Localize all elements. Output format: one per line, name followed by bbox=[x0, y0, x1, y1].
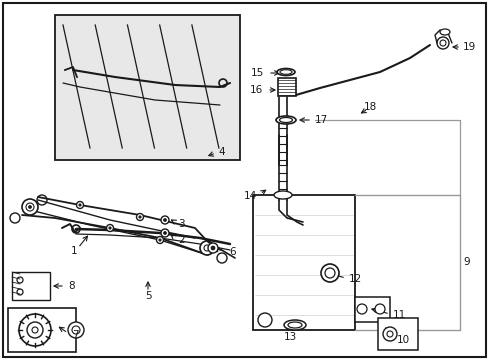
Text: 2: 2 bbox=[178, 235, 184, 245]
Circle shape bbox=[76, 202, 83, 208]
Bar bbox=[278, 78, 295, 96]
Text: 19: 19 bbox=[462, 42, 475, 52]
Circle shape bbox=[28, 206, 31, 208]
Circle shape bbox=[356, 304, 366, 314]
Circle shape bbox=[139, 216, 141, 218]
Ellipse shape bbox=[276, 68, 294, 76]
Circle shape bbox=[200, 241, 214, 255]
Text: 9: 9 bbox=[462, 257, 468, 267]
Bar bbox=[55, 15, 240, 160]
Bar bbox=[377, 318, 417, 350]
Text: 6: 6 bbox=[228, 247, 235, 257]
Ellipse shape bbox=[275, 116, 295, 124]
Circle shape bbox=[68, 322, 84, 338]
Circle shape bbox=[436, 37, 448, 49]
Circle shape bbox=[22, 199, 38, 215]
Text: 13: 13 bbox=[283, 332, 296, 342]
Circle shape bbox=[156, 237, 163, 243]
Circle shape bbox=[161, 229, 169, 237]
Text: 10: 10 bbox=[396, 335, 409, 345]
Circle shape bbox=[159, 239, 161, 241]
Circle shape bbox=[19, 314, 51, 346]
Circle shape bbox=[163, 231, 166, 234]
Text: 3: 3 bbox=[178, 219, 184, 229]
Circle shape bbox=[79, 204, 81, 206]
Text: 1: 1 bbox=[71, 246, 77, 256]
Ellipse shape bbox=[273, 191, 291, 199]
Text: 8: 8 bbox=[68, 281, 75, 291]
Bar bbox=[12, 272, 50, 300]
Text: 15: 15 bbox=[250, 68, 264, 78]
Circle shape bbox=[382, 327, 396, 341]
Text: 12: 12 bbox=[348, 274, 362, 284]
Bar bbox=[8, 308, 76, 352]
Circle shape bbox=[217, 253, 226, 263]
Text: 18: 18 bbox=[363, 102, 376, 112]
Circle shape bbox=[258, 313, 271, 327]
Ellipse shape bbox=[439, 29, 449, 35]
Text: 17: 17 bbox=[314, 115, 327, 125]
Circle shape bbox=[210, 246, 215, 250]
Circle shape bbox=[136, 213, 143, 220]
Circle shape bbox=[108, 227, 111, 229]
Circle shape bbox=[163, 219, 166, 221]
Text: 4: 4 bbox=[218, 147, 224, 157]
Bar bbox=[354, 297, 389, 322]
Circle shape bbox=[106, 225, 113, 231]
Ellipse shape bbox=[284, 320, 305, 330]
Circle shape bbox=[207, 243, 218, 253]
Circle shape bbox=[320, 264, 338, 282]
Circle shape bbox=[161, 216, 169, 224]
Bar bbox=[252, 195, 354, 330]
Text: 16: 16 bbox=[249, 85, 263, 95]
Text: 5: 5 bbox=[144, 291, 151, 301]
Text: 7: 7 bbox=[72, 330, 79, 340]
Circle shape bbox=[374, 304, 384, 314]
Text: 14: 14 bbox=[243, 191, 257, 201]
Text: 11: 11 bbox=[392, 310, 406, 320]
